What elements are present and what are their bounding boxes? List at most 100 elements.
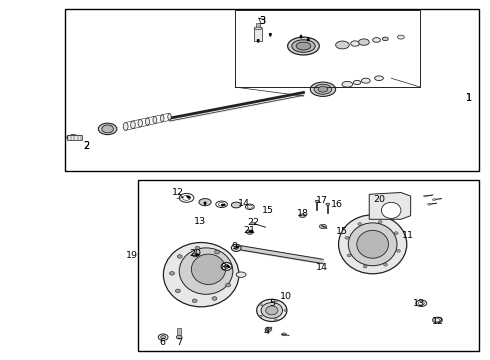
Text: 3: 3: [259, 16, 265, 26]
Ellipse shape: [177, 255, 182, 258]
Text: 8: 8: [220, 263, 226, 272]
Ellipse shape: [158, 334, 168, 341]
Text: 5: 5: [269, 299, 275, 308]
Ellipse shape: [310, 82, 336, 96]
Bar: [256, 23, 260, 27]
Ellipse shape: [296, 42, 311, 50]
Text: 1: 1: [466, 93, 472, 103]
Polygon shape: [249, 231, 253, 232]
Ellipse shape: [182, 195, 191, 200]
Ellipse shape: [257, 299, 287, 321]
Text: 20: 20: [373, 195, 385, 204]
Ellipse shape: [314, 84, 332, 94]
Text: 12: 12: [172, 188, 184, 197]
Ellipse shape: [418, 301, 424, 305]
Bar: [67, 135, 82, 140]
Ellipse shape: [245, 204, 254, 210]
Ellipse shape: [221, 262, 232, 270]
Ellipse shape: [192, 254, 225, 284]
Ellipse shape: [212, 297, 217, 300]
Ellipse shape: [179, 248, 233, 294]
Ellipse shape: [175, 289, 180, 293]
Ellipse shape: [315, 201, 319, 203]
Ellipse shape: [70, 135, 77, 138]
Ellipse shape: [326, 203, 330, 205]
Polygon shape: [187, 196, 190, 198]
Ellipse shape: [348, 223, 397, 266]
Ellipse shape: [199, 199, 211, 206]
Ellipse shape: [363, 265, 367, 268]
Text: 22: 22: [248, 218, 260, 227]
Ellipse shape: [248, 231, 251, 233]
Polygon shape: [270, 34, 271, 36]
Ellipse shape: [215, 250, 220, 254]
Ellipse shape: [342, 81, 353, 87]
Ellipse shape: [231, 202, 241, 208]
Text: 12: 12: [432, 316, 443, 325]
Bar: [138, 180, 479, 351]
Ellipse shape: [102, 125, 114, 133]
Polygon shape: [226, 265, 230, 267]
Ellipse shape: [153, 117, 157, 123]
Ellipse shape: [339, 215, 407, 274]
Ellipse shape: [384, 263, 388, 266]
Text: 19: 19: [126, 251, 138, 260]
Ellipse shape: [318, 86, 328, 92]
Text: 4: 4: [264, 327, 270, 336]
Ellipse shape: [359, 39, 369, 45]
Polygon shape: [307, 38, 309, 41]
Polygon shape: [236, 246, 240, 248]
Ellipse shape: [292, 40, 315, 52]
Text: 21: 21: [243, 226, 255, 235]
Ellipse shape: [168, 113, 171, 120]
Ellipse shape: [396, 249, 400, 252]
Text: 6: 6: [159, 338, 165, 347]
Ellipse shape: [247, 205, 252, 208]
Ellipse shape: [179, 193, 194, 202]
Ellipse shape: [357, 230, 389, 258]
Ellipse shape: [416, 300, 427, 306]
Text: 1: 1: [466, 93, 472, 103]
Ellipse shape: [254, 27, 262, 30]
Text: 11: 11: [402, 231, 414, 240]
Ellipse shape: [259, 315, 262, 317]
Ellipse shape: [427, 203, 431, 205]
Ellipse shape: [433, 317, 442, 323]
Text: 15: 15: [336, 227, 347, 236]
Bar: [254, 28, 262, 41]
Ellipse shape: [423, 195, 427, 197]
Ellipse shape: [381, 202, 401, 219]
Ellipse shape: [299, 214, 306, 217]
Text: 9: 9: [231, 242, 237, 251]
Ellipse shape: [224, 265, 229, 268]
Ellipse shape: [373, 38, 380, 42]
Ellipse shape: [231, 244, 241, 251]
Text: 15: 15: [262, 206, 274, 215]
Ellipse shape: [394, 232, 398, 235]
Polygon shape: [204, 202, 206, 205]
Ellipse shape: [219, 203, 225, 206]
Ellipse shape: [378, 221, 382, 224]
Ellipse shape: [226, 283, 230, 287]
Ellipse shape: [67, 135, 77, 140]
Ellipse shape: [195, 246, 200, 250]
Bar: [177, 328, 181, 336]
Ellipse shape: [261, 302, 283, 318]
Ellipse shape: [345, 236, 349, 239]
Text: 20: 20: [189, 249, 201, 258]
Ellipse shape: [274, 319, 277, 321]
Ellipse shape: [252, 222, 256, 225]
Text: 16: 16: [331, 200, 343, 209]
Ellipse shape: [246, 230, 253, 234]
Text: 2: 2: [83, 141, 90, 151]
Ellipse shape: [123, 122, 128, 130]
Ellipse shape: [161, 336, 166, 339]
Ellipse shape: [266, 306, 278, 315]
Ellipse shape: [131, 121, 135, 129]
Ellipse shape: [284, 309, 287, 311]
Ellipse shape: [163, 243, 239, 307]
Ellipse shape: [98, 123, 117, 135]
Ellipse shape: [374, 76, 383, 81]
Polygon shape: [196, 254, 199, 256]
Ellipse shape: [146, 118, 149, 125]
